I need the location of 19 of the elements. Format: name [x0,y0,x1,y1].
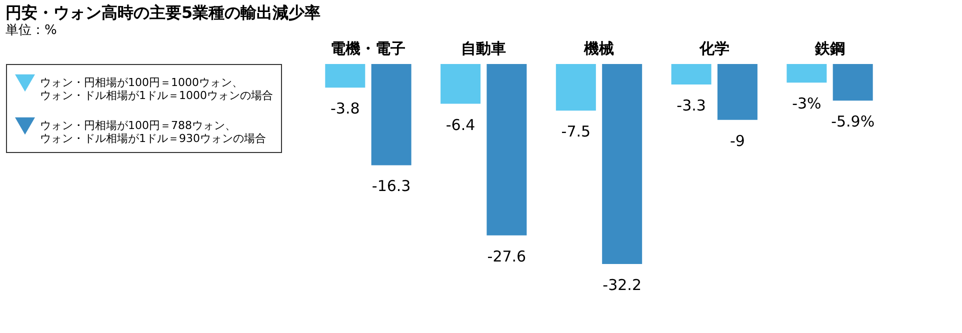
x-tick-label: 自動車 [461,40,506,58]
data-label: -3% [792,94,822,113]
text: 単位：% [6,23,57,38]
data-label: -9 [730,132,745,150]
data-label: -6.4 [446,116,476,134]
data-label: -16.3 [372,177,411,196]
x-tick-label: 化学 [698,40,730,58]
text: 円安・ウォン高時の主要5業種の輸出減少率 [6,3,321,22]
legend-label: ウォン・円相場が100円＝788ウォン、ウォン・ドル相場が1ドル＝930ウォンの場合 [40,119,266,145]
legend-label: ウォン・円相場が100円＝1000ウォン、ウォン・ドル相場が1ドル＝1000ウォンの場合 [40,76,273,102]
data-label: -7.5 [561,122,591,141]
x-tick-label: 電機・電子 [330,40,406,58]
x-tick-label: 鉄鋼 [814,40,845,58]
data-label: -32.2 [602,276,642,294]
data-label: -5.9% [831,112,875,131]
data-label: -3.3 [676,96,706,114]
x-tick-label: 機械 [583,40,614,58]
data-label: -27.6 [487,247,526,266]
data-label: -3.8 [330,100,360,118]
